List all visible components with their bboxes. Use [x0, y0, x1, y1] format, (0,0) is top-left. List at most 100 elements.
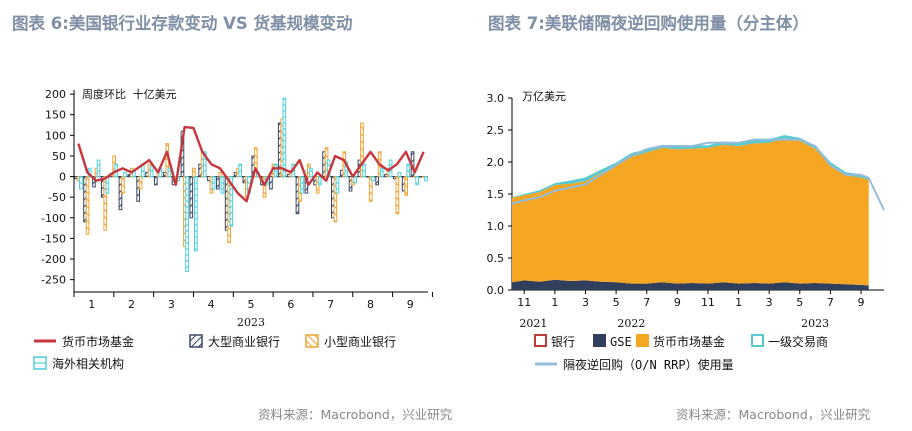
- foreign-inst-bar: [185, 176, 189, 272]
- right-y-tick-label: 2.0: [487, 156, 505, 169]
- foreign-inst-bar: [273, 163, 278, 178]
- right-unit-label: 万亿美元: [522, 90, 566, 103]
- small-bank-bar: [138, 176, 143, 190]
- legend-large-bank-label: 大型商业银行: [208, 334, 280, 349]
- legend-small-bank-label: 小型商业银行: [324, 334, 396, 349]
- left-unit-label: 周度环比 十亿美元: [82, 87, 177, 101]
- left-x-tick-label: 3: [168, 298, 175, 311]
- foreign-inst-bar: [371, 176, 375, 182]
- legend-large-bank-swatch: [189, 334, 203, 348]
- large-bank-bar: [92, 176, 96, 188]
- foreign-inst-bar: [415, 176, 419, 186]
- small-bank-bar: [395, 176, 400, 215]
- left-y-tick-label: -250: [41, 274, 66, 287]
- foreign-inst-bar: [96, 159, 101, 178]
- foreign-inst-bar: [282, 97, 287, 177]
- left-x-tick-label: 4: [208, 298, 215, 311]
- right-x-tick-label: 1: [551, 296, 558, 309]
- foreign-inst-bar: [397, 171, 402, 177]
- left-y-tick-label: 0: [59, 171, 66, 184]
- left-x-tick-label: 7: [327, 298, 334, 311]
- right-x-tick-label: 11: [517, 296, 531, 309]
- right-y-tick-label: 2.5: [487, 124, 505, 137]
- left-y-tick-label: 200: [45, 88, 66, 101]
- left-chart: -250 -200 -150 -100 -50 0 50 100 150 200 1 2 3 4 5 6 7 8 9…: [33, 87, 433, 371]
- legend-foreign-label: 海外相关机构: [52, 356, 124, 371]
- right-x-tick-label: 5: [613, 296, 620, 309]
- right-y-tick-label: 0.0: [487, 284, 505, 297]
- foreign-inst-bar: [229, 176, 234, 227]
- foreign-inst-bar: [424, 176, 428, 182]
- left-y-tick-label: -150: [41, 232, 66, 245]
- foreign-inst-bar: [353, 176, 357, 184]
- large-bank-bar: [269, 176, 273, 190]
- foreign-inst-bar: [194, 176, 198, 252]
- large-bank-bar: [375, 176, 379, 186]
- left-y-tick-label: 50: [52, 150, 66, 163]
- foreign-inst-bar: [149, 165, 154, 178]
- small-bank-bar: [85, 176, 90, 235]
- right-y-tick-label: 1.5: [487, 188, 505, 201]
- foreign-inst-bar: [362, 163, 366, 178]
- left-y-tick-label: -100: [41, 212, 66, 225]
- mmf-area: [512, 138, 869, 286]
- left-x-tick-label: 5: [248, 298, 255, 311]
- legend-foreign-swatch: [33, 356, 47, 370]
- right-source-note: 资料来源：Macrobond，兴业研究: [676, 407, 871, 422]
- right-y-tick-label: 0.5: [487, 252, 505, 265]
- right-year-label: 2023: [801, 317, 829, 330]
- right-x-tick-label: 5: [796, 296, 803, 309]
- foreign-inst-bar: [123, 171, 127, 177]
- legend-mmf-area-swatch: [636, 334, 649, 347]
- small-bank-bar: [360, 122, 364, 178]
- foreign-inst-bar: [167, 167, 172, 178]
- small-bank-bar: [191, 167, 196, 178]
- left-y-tick-label: 150: [45, 109, 66, 122]
- rrp-total-line: [511, 138, 885, 211]
- left-source-note: 资料来源：Macrobond，兴业研究: [258, 407, 453, 422]
- left-x-tick-label: 9: [407, 298, 414, 311]
- legend-dealer-label: 一级交易商: [768, 334, 828, 349]
- gse-area: [512, 279, 869, 290]
- right-x-tick-label: 1: [735, 296, 742, 309]
- right-y-tick-label: 3.0: [487, 92, 505, 105]
- large-bank-bar: [154, 176, 158, 186]
- left-x-tick-label: 6: [287, 298, 294, 311]
- small-bank-bar: [218, 171, 223, 177]
- legend-bank-swatch: [534, 334, 547, 347]
- small-bank-bar: [103, 176, 108, 231]
- small-bank-bar: [368, 176, 373, 202]
- right-y-tick-label: 1.0: [487, 220, 505, 233]
- right-x-tick-label: 3: [582, 296, 589, 309]
- legend-gse-label: GSE: [610, 335, 632, 349]
- small-bank-bar: [404, 176, 408, 196]
- legend-dealer-swatch: [751, 334, 764, 347]
- small-bank-bar: [121, 176, 125, 194]
- foreign-inst-bar: [202, 151, 207, 178]
- large-bank-bar: [189, 176, 194, 219]
- right-x-tick-label: 11: [701, 296, 715, 309]
- foreign-inst-bar: [379, 167, 384, 178]
- small-bank-bar: [333, 176, 338, 223]
- foreign-inst-bar: [309, 167, 313, 178]
- right-x-tick-label: 9: [858, 296, 865, 309]
- right-year-label: 2021: [519, 317, 547, 330]
- foreign-inst-bar: [406, 163, 411, 178]
- mmf-change-line: [77, 125, 425, 203]
- right-year-label: 2022: [617, 317, 645, 330]
- right-x-tick-label: 9: [674, 296, 681, 309]
- dealer-area: [512, 135, 869, 198]
- foreign-inst-bar: [79, 176, 83, 190]
- left-y-tick-label: 100: [45, 129, 66, 142]
- left-y-tick-label: -200: [41, 253, 66, 266]
- legend-bank-label: 银行: [551, 335, 575, 349]
- foreign-inst-bar: [238, 163, 243, 178]
- right-x-tick-label: 7: [643, 296, 650, 309]
- right-x-tick-label: 7: [827, 296, 834, 309]
- small-bank-bar: [262, 176, 267, 198]
- left-year-label: 2023: [237, 316, 265, 329]
- foreign-inst-bar: [300, 176, 304, 194]
- legend-rrp-label: 隔夜逆回购（O/N RRP）使用量: [563, 357, 734, 372]
- legend-small-bank-swatch: [305, 334, 319, 348]
